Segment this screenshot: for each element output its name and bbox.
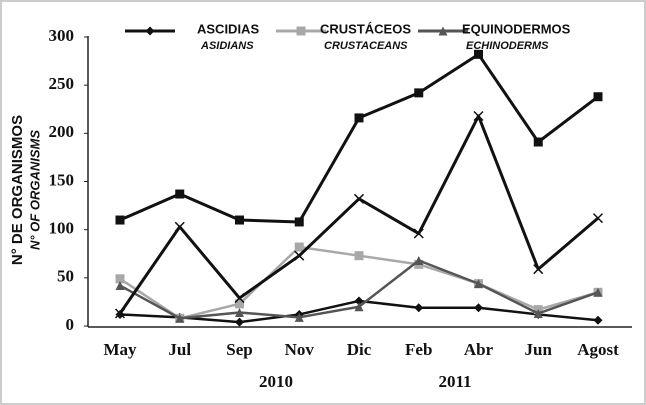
data-point (235, 317, 244, 327)
legend-label-en: CRUSTACEANS (324, 40, 408, 52)
data-point (593, 92, 603, 102)
data-point (235, 215, 244, 225)
legend-label: CRUSTÁCEOS (320, 21, 411, 36)
year-label: 2011 (438, 372, 471, 391)
data-point (175, 313, 185, 323)
data-point (593, 315, 603, 325)
x-tick-label: Sep (226, 340, 252, 359)
legend-marker (296, 26, 306, 36)
data-point (235, 308, 244, 318)
y-tick-label: 0 (66, 315, 75, 334)
data-point (414, 303, 424, 313)
data-point (174, 221, 185, 232)
x-tick-label: Abr (464, 340, 494, 359)
data-point (473, 110, 484, 122)
x-tick-label: Nov (285, 340, 315, 359)
data-point (593, 287, 603, 297)
legend-label-en: ECHINODERMS (466, 40, 549, 52)
data-point (115, 215, 125, 225)
data-point (592, 213, 604, 224)
data-point (533, 264, 544, 275)
x-tick-label: Jul (168, 340, 191, 359)
y-tick-label: 150 (49, 170, 75, 189)
data-point (235, 299, 244, 309)
data-point (294, 250, 305, 261)
legend-label-en: ASIDIANS (200, 40, 254, 52)
x-tick-label: Feb (405, 340, 432, 359)
y-tick-label: 200 (49, 122, 75, 141)
data-point (474, 303, 483, 313)
data-point (114, 308, 126, 319)
data-point (354, 296, 364, 306)
data-point (474, 49, 483, 59)
x-tick-label: May (103, 340, 137, 359)
legend-label: ASCIDIAS (197, 21, 259, 36)
data-point (414, 255, 424, 265)
data-point (354, 251, 364, 261)
data-point (533, 137, 543, 147)
legend-marker (438, 26, 448, 36)
data-point (353, 193, 365, 204)
data-point (354, 302, 364, 312)
data-point (115, 274, 125, 284)
x-tick-label: Dic (347, 340, 372, 359)
data-point (533, 308, 543, 318)
data-point (115, 281, 125, 291)
y-axis-label: N° DE ORGANISMOS (9, 115, 26, 265)
y-axis-label-en: N° OF ORGANISMS (27, 130, 42, 250)
data-point (474, 279, 483, 289)
data-point (294, 242, 304, 252)
data-point (175, 189, 185, 199)
legend-label: EQUINODERMOS (462, 21, 571, 36)
data-point (294, 217, 304, 227)
data-point (413, 228, 424, 239)
year-label: 2010 (259, 372, 293, 391)
data-point (234, 293, 245, 304)
y-tick-label: 50 (57, 267, 74, 286)
legend-marker (145, 26, 155, 36)
y-tick-label: 300 (49, 26, 75, 45)
x-tick-label: Jun (525, 340, 553, 359)
y-tick-label: 100 (49, 219, 75, 238)
y-tick-label: 250 (49, 74, 75, 93)
data-point (354, 113, 364, 123)
data-point (414, 88, 424, 98)
x-tick-label: Agost (577, 340, 619, 359)
data-point (294, 312, 304, 322)
